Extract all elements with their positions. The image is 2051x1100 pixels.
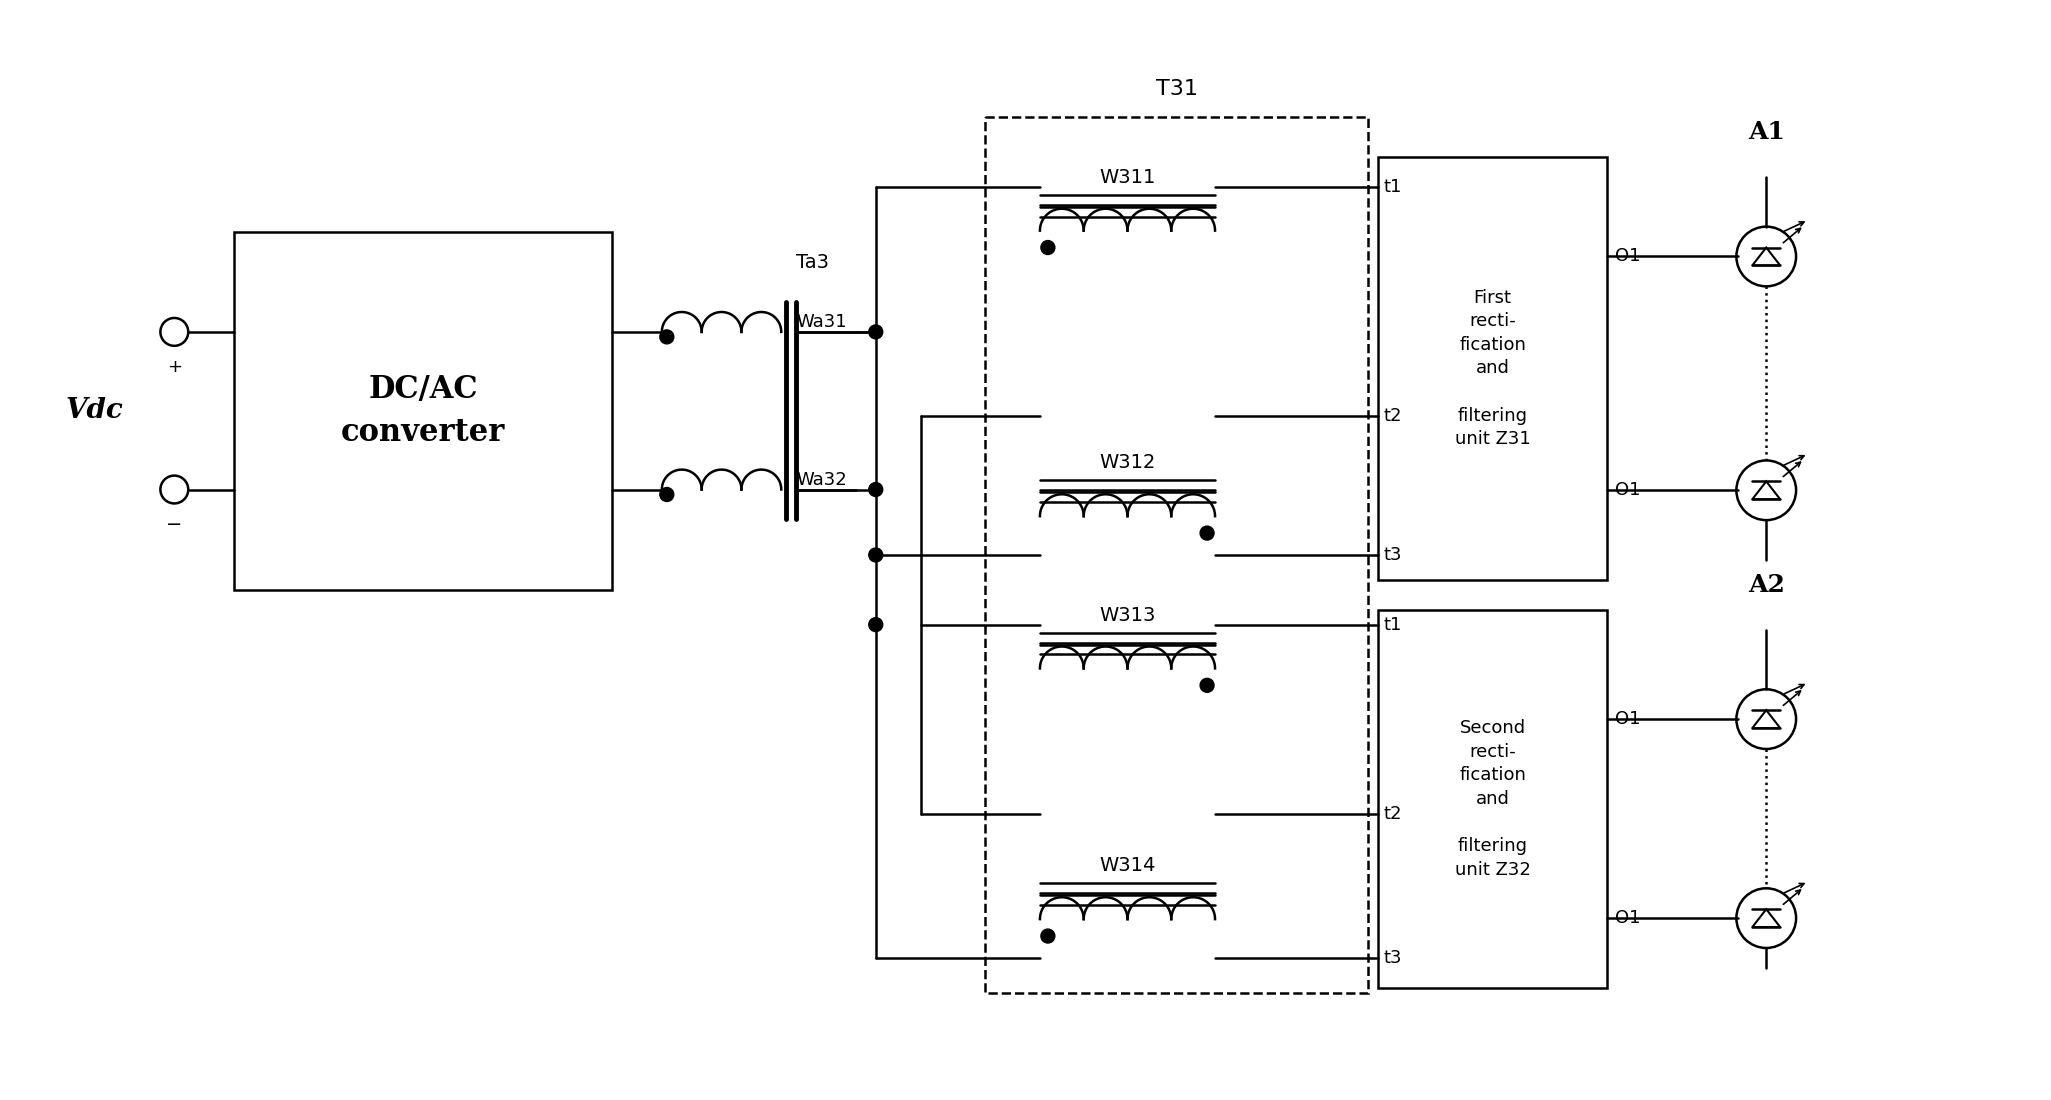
Text: O1: O1 [1614,482,1641,499]
Circle shape [660,487,675,502]
Text: Vdc: Vdc [66,397,123,425]
Text: W313: W313 [1099,606,1155,625]
Text: t2: t2 [1382,805,1401,823]
Circle shape [160,318,189,345]
Text: t3: t3 [1382,546,1401,564]
Text: O1: O1 [1614,711,1641,728]
Circle shape [660,330,675,344]
Text: First
recti-
fication
and
 
filtering
unit Z31: First recti- fication and filtering unit… [1454,288,1530,448]
Text: W311: W311 [1099,168,1155,187]
Text: Ta3: Ta3 [796,253,829,272]
Circle shape [1737,889,1797,948]
Text: T31: T31 [1155,79,1198,99]
Circle shape [1200,526,1214,540]
Text: A1: A1 [1747,120,1784,144]
Text: t1: t1 [1382,616,1401,634]
Text: +: + [166,358,183,376]
Text: A2: A2 [1747,573,1784,597]
Circle shape [1737,690,1797,749]
Circle shape [870,324,882,339]
Text: t3: t3 [1382,949,1401,967]
Circle shape [1737,227,1797,286]
Text: Second
recti-
fication
and
 
filtering
unit Z32: Second recti- fication and filtering uni… [1454,719,1530,879]
Text: t1: t1 [1382,178,1401,196]
Bar [1378,157,1608,580]
Text: t2: t2 [1382,407,1401,425]
Text: O1: O1 [1614,909,1641,927]
Circle shape [870,483,882,496]
Circle shape [1042,930,1054,943]
Circle shape [1200,679,1214,692]
Text: Wa32: Wa32 [796,471,847,488]
Circle shape [870,548,882,562]
Bar [1378,609,1608,988]
Text: O1: O1 [1614,248,1641,265]
Bar [984,118,1368,993]
Text: −: − [166,516,183,535]
Text: W312: W312 [1099,453,1155,472]
Text: DC/AC
converter: DC/AC converter [340,374,505,448]
Circle shape [1042,241,1054,254]
Circle shape [1737,461,1797,520]
Circle shape [870,618,882,631]
Circle shape [160,475,189,504]
Text: W314: W314 [1099,856,1155,876]
Text: Wa31: Wa31 [796,314,847,331]
Bar [234,232,611,590]
